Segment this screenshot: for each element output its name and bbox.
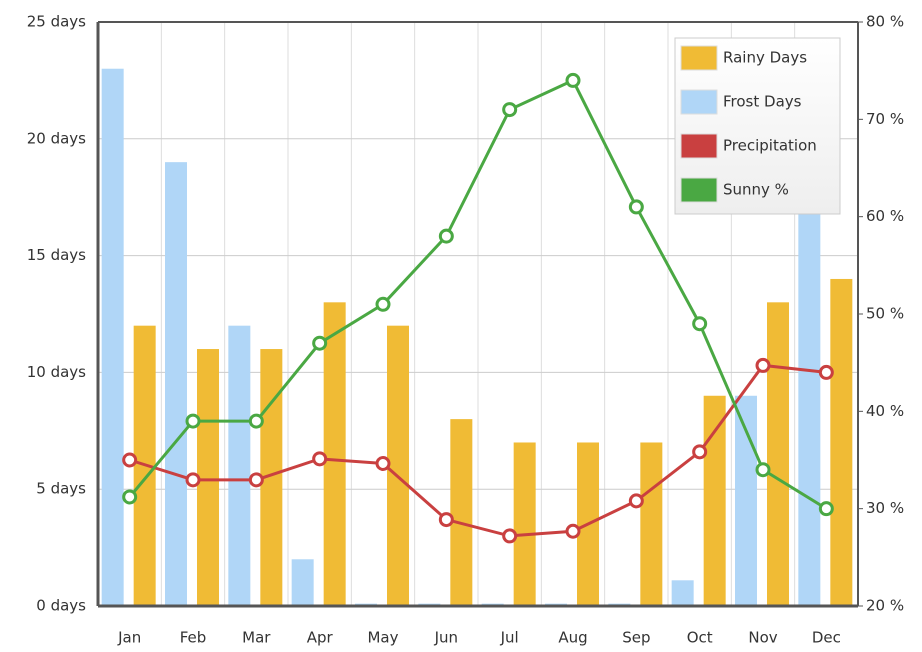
x-tick-label: Dec [812, 629, 841, 647]
y2-tick-label: 30 % [866, 499, 904, 517]
y-tick-label: 10 days [27, 363, 86, 381]
y-tick-label: 5 days [36, 480, 86, 498]
bar [323, 302, 346, 606]
x-tick-label: Nov [748, 629, 777, 647]
y2-tick-label: 80 % [866, 13, 904, 31]
bar [101, 68, 124, 607]
point [122, 452, 138, 468]
bar [830, 278, 853, 606]
x-tick-label: Apr [307, 629, 334, 647]
x-tick-label: Feb [180, 629, 207, 647]
point [312, 451, 328, 467]
bar [387, 325, 409, 606]
legend-label: Frost Days [723, 93, 802, 111]
bar [450, 419, 473, 606]
y-tick-label: 25 days [27, 13, 86, 31]
bar [640, 442, 663, 606]
x-tick-label: Jul [500, 629, 519, 647]
bar [671, 580, 694, 606]
x-tick-label: Aug [558, 629, 587, 647]
y-tick-label: 20 days [27, 129, 86, 147]
y-tick-label: 15 days [27, 246, 86, 264]
x-tick-label: Oct [687, 629, 713, 647]
y2-tick-label: 40 % [866, 402, 904, 420]
point [692, 444, 708, 460]
point [565, 523, 581, 539]
bar [197, 349, 219, 606]
x-tick-label: Jun [434, 629, 458, 647]
bar [228, 325, 251, 606]
y2-tick-label: 20 % [866, 597, 904, 615]
line [129, 363, 827, 538]
point [375, 296, 391, 312]
point [755, 462, 771, 478]
point [818, 501, 834, 517]
point [692, 316, 708, 332]
x-tick-label: May [367, 629, 398, 647]
point [248, 472, 264, 488]
y2-tick-label: 50 % [866, 305, 904, 323]
bar [513, 442, 536, 606]
point [185, 472, 201, 488]
point [375, 456, 391, 472]
point [502, 528, 518, 544]
point [628, 199, 644, 215]
legend-label: Rainy Days [723, 49, 807, 67]
point [438, 512, 454, 528]
legend-swatch [680, 177, 718, 203]
point [628, 493, 644, 509]
point [248, 413, 264, 429]
y2-tick-label: 70 % [866, 110, 904, 128]
bar [165, 162, 187, 606]
x-tick-label: Mar [242, 629, 271, 647]
point [122, 489, 138, 505]
y-tick-label: 0 days [36, 597, 86, 615]
point [312, 335, 328, 351]
point [755, 357, 771, 373]
legend-label: Sunny % [723, 181, 789, 199]
legend-label: Precipitation [723, 137, 817, 155]
y2-tick-label: 60 % [866, 207, 904, 225]
x-tick-label: Sep [622, 629, 650, 647]
x-tick-label: Jan [117, 629, 141, 647]
bar [260, 349, 283, 606]
bar [291, 559, 314, 606]
point [565, 72, 581, 88]
bar [798, 150, 821, 607]
point [818, 364, 834, 380]
bar [703, 395, 726, 606]
legend-swatch [680, 89, 718, 115]
line [128, 78, 828, 510]
point [502, 102, 518, 118]
bar [767, 302, 789, 606]
point [185, 413, 201, 429]
legend-swatch [680, 45, 718, 71]
point [438, 228, 454, 244]
bar [735, 395, 757, 606]
legend-swatch [680, 133, 718, 159]
